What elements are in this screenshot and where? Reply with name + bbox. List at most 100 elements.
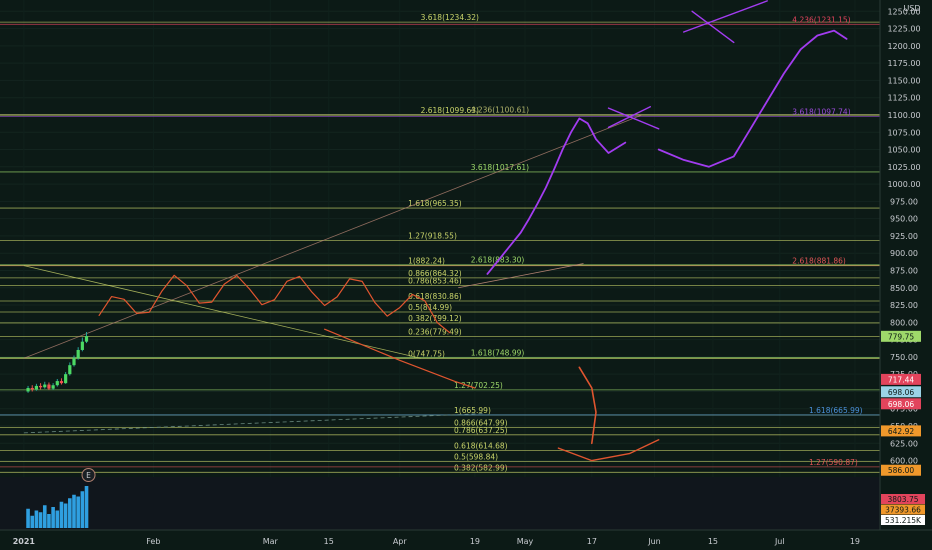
price-tag-bg	[881, 464, 921, 476]
fib-level-label: 0.786(637.25)	[454, 426, 508, 435]
fib-level-label: 0.618(614.68)	[454, 441, 508, 450]
volume-bar	[55, 510, 60, 528]
fib-level-label: 0.382(582.99)	[454, 463, 508, 472]
y-tick-label: 875.00	[890, 266, 918, 275]
candle-body	[55, 381, 59, 386]
fib-level-label: 1.27(702.25)	[454, 381, 503, 390]
price-axis-background	[880, 0, 932, 530]
volume-bar	[76, 496, 80, 528]
volume-bar	[80, 491, 85, 528]
fib-level-label: 0.5(598.84)	[454, 452, 498, 461]
projection-path	[486, 117, 627, 275]
decline-arrow	[324, 328, 476, 389]
currency-label: USD	[903, 4, 920, 13]
candle-body	[76, 349, 80, 359]
y-tick-label: 1025.00	[887, 163, 920, 172]
event-circle	[81, 468, 96, 482]
y-tick-label: 600.00	[890, 457, 918, 466]
fib-level-label: 3.618(1097.74)	[792, 108, 850, 117]
volume-tag-bg	[881, 504, 925, 515]
fib-level-label: 1(665.99)	[454, 406, 491, 415]
fib-level-label: 1.618(965.35)	[408, 199, 462, 208]
volume-bar	[51, 507, 55, 528]
y-tick-label: 1225.00	[887, 25, 920, 34]
volume-bar	[34, 510, 39, 528]
y-tick-label: 1200.00	[887, 42, 920, 51]
fib-level-label: 0(747.75)	[408, 349, 445, 358]
x-tick-label: 15	[708, 537, 718, 546]
resistance-scribble	[98, 274, 451, 334]
price-tag-bg	[881, 330, 921, 342]
y-tick-label: 850.00	[890, 284, 918, 293]
candle-body	[38, 385, 43, 388]
fib-level-label: 4.236(1231.15)	[792, 15, 850, 24]
volume-tag-label: 531.215K	[885, 516, 922, 525]
fib-level-label: 2.618(881.86)	[792, 257, 846, 266]
price-tag-label: 698.06	[888, 388, 914, 397]
x-tick-label: Feb	[146, 537, 160, 546]
candle-body	[30, 387, 34, 390]
volume-bar	[63, 503, 68, 528]
volume-bar	[68, 498, 72, 528]
fib-level-label: 0.618(830.86)	[408, 292, 462, 301]
y-tick-label: 1125.00	[887, 94, 920, 103]
x-tick-label: Apr	[393, 537, 408, 546]
candle-body	[43, 384, 47, 388]
down-projection-path	[578, 366, 597, 445]
candlesticks	[26, 332, 89, 393]
x-tick-label: Jul	[774, 537, 785, 546]
volume-bar	[84, 486, 89, 528]
y-tick-label: 925.00	[890, 232, 918, 241]
x-axis: 2021 Feb Mar 15 Apr 19 May 17 Jun 15 Jul 19	[13, 537, 860, 546]
trend-line-short	[458, 263, 584, 289]
candle-body	[59, 381, 64, 384]
y-tick-label: 975.00	[890, 197, 918, 206]
cross-mark	[691, 10, 735, 44]
volume-pane-bg	[0, 477, 880, 530]
trend-lines	[23, 114, 643, 434]
candle-body	[68, 365, 72, 375]
fib-level-label: 0.5(814.99)	[408, 303, 452, 312]
price-tag-label: 698.06	[888, 400, 914, 409]
fib-level-label: 4.236(1100.61)	[471, 106, 529, 115]
x-tick-label: 19	[470, 537, 480, 546]
price-tag-label: 717.44	[888, 375, 914, 384]
fib-level-label: 0.786(853.46)	[408, 276, 462, 285]
x-tick-label: 2021	[13, 537, 36, 546]
y-tick-label: 1175.00	[887, 59, 920, 68]
volume-bar	[38, 512, 43, 528]
y-tick-label: 1075.00	[887, 128, 920, 137]
fib-level-label: 1.618(665.99)	[809, 406, 863, 415]
fib-level-label: 1(882.24)	[408, 256, 445, 265]
cross-mark	[683, 0, 768, 33]
projection-path-2	[657, 29, 848, 168]
x-tick-label: Mar	[263, 537, 279, 546]
fib-level-label: 0.866(647.99)	[454, 418, 508, 427]
event-marker[interactable]: E	[81, 468, 96, 482]
candle-body	[80, 341, 84, 350]
fib-level-label: 1.618(748.99)	[471, 349, 525, 358]
fib-level-label: 1.27(590.87)	[809, 458, 858, 467]
candle-body	[26, 387, 30, 392]
price-tags: 779.75 717.44 698.06 698.06 642.92 586.00	[881, 330, 921, 476]
price-tag-label: 586.00	[888, 466, 914, 475]
volume-tag-bg	[881, 494, 925, 504]
bottom-curve	[557, 439, 660, 462]
x-tick-label: May	[517, 537, 534, 546]
y-tick-label: 1000.00	[887, 180, 920, 189]
fib-levels: 3.618(1234.32) 4.236(1231.15) 2.618(1099.6…	[0, 13, 880, 473]
y-tick-label: 950.00	[890, 215, 918, 224]
volume-bar	[59, 501, 64, 528]
y-tick-label: 1250.00	[887, 7, 920, 16]
y-tick-label: 825.00	[890, 301, 918, 310]
trend-line-rising	[23, 114, 643, 359]
y-tick-label: 1100.00	[887, 111, 920, 120]
fib-level-label: 1.27(918.55)	[408, 231, 457, 240]
price-tag-bg	[881, 386, 921, 398]
candle-body	[84, 336, 89, 342]
price-tag-label: 642.92	[888, 427, 914, 436]
event-label: E	[86, 471, 91, 480]
x-tick-label: 15	[324, 537, 334, 546]
